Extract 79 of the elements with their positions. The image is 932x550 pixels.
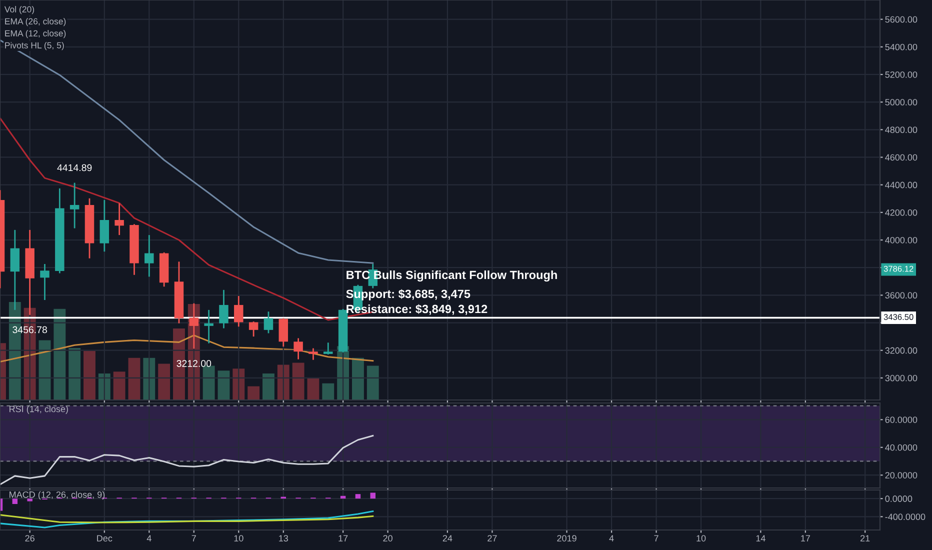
x-tick-label: Dec xyxy=(97,535,112,542)
line-series xyxy=(0,434,374,486)
y-tick-label: 3200.00 xyxy=(885,347,918,354)
chart-title: RSI (14, close) xyxy=(10,406,68,414)
x-tick-label: 10 xyxy=(234,535,244,542)
x-tick-label: 7 xyxy=(654,535,658,542)
bar xyxy=(218,370,230,400)
candlestick xyxy=(278,318,288,348)
candlestick xyxy=(264,310,274,334)
bar xyxy=(248,386,260,400)
bar xyxy=(366,366,379,400)
bar xyxy=(307,377,320,400)
bar xyxy=(113,372,126,400)
candlestick xyxy=(70,182,80,229)
candlestick xyxy=(100,199,110,252)
candlestick xyxy=(234,295,244,328)
x-tick-label: 27 xyxy=(488,535,497,542)
y-tick-label: 5000.00 xyxy=(885,99,918,106)
y-tick-label: 4800.00 xyxy=(885,126,918,134)
bar xyxy=(352,358,364,400)
candlestick xyxy=(219,289,228,329)
y-tick-label: 3000.00 xyxy=(885,374,918,382)
y-tick-label: 3600.00 xyxy=(885,292,918,299)
bar xyxy=(38,340,51,400)
x-tick-label: 17 xyxy=(338,535,348,542)
bar xyxy=(202,366,215,400)
x-tick-label: 13 xyxy=(279,535,288,542)
line-series xyxy=(0,514,374,524)
y-tick-label: 4200.00 xyxy=(885,209,918,216)
candlestick xyxy=(248,320,258,338)
candlestick xyxy=(144,234,154,278)
annotation: EMA (26, close) xyxy=(5,18,66,26)
ref-line-label: 3436.50 xyxy=(884,314,914,320)
x-tick-label: 4 xyxy=(609,535,614,542)
bar xyxy=(54,308,66,400)
candlestick xyxy=(294,338,303,360)
candlestick xyxy=(324,342,333,356)
candlestick xyxy=(114,202,124,236)
bar xyxy=(128,358,140,400)
y-tick-label: 40.0000 xyxy=(885,444,918,451)
y-tick-label: 5400.00 xyxy=(885,44,918,50)
annotation: 3786.12 xyxy=(884,266,914,272)
annotation: 3212.00 xyxy=(176,360,212,367)
x-tick-label: 2019 xyxy=(557,535,576,542)
y-tick-label: -400.0000 xyxy=(885,514,926,520)
line-series xyxy=(0,510,374,528)
y-tick-label: 5200.00 xyxy=(885,71,918,78)
x-tick-label: 10 xyxy=(696,535,706,542)
x-tick-label: 14 xyxy=(756,535,766,542)
bar xyxy=(292,362,304,400)
candlestick xyxy=(40,263,50,301)
x-tick-label: 21 xyxy=(860,535,870,542)
y-tick-label: 4000.00 xyxy=(885,236,918,244)
y-tick-label: 0.0000 xyxy=(885,496,912,502)
y-tick-label: 5600.00 xyxy=(885,16,918,23)
bar xyxy=(322,383,334,400)
line-series xyxy=(0,39,374,264)
annotation: 3456.78 xyxy=(12,326,47,334)
x-tick-label: 20 xyxy=(383,535,392,542)
chart-title: MACD (12, 26, close, 9) xyxy=(10,491,105,500)
y-tick-label: 4600.00 xyxy=(885,154,918,161)
y-tick-label: 4400.00 xyxy=(885,182,918,188)
y-tick-label: 20.0000 xyxy=(885,472,918,478)
annotation: Pivots HL (5, 5) xyxy=(5,42,64,50)
candlestick xyxy=(204,309,214,344)
x-tick-label: 7 xyxy=(192,535,196,542)
x-tick-label: 26 xyxy=(25,535,34,542)
annotation: Vol (20) xyxy=(4,6,34,14)
bar xyxy=(262,374,274,400)
bar xyxy=(68,348,81,400)
candlestick xyxy=(308,348,318,361)
annotation: 4414.89 xyxy=(57,164,92,172)
y-tick-label: 60.0000 xyxy=(885,416,918,423)
annotation: EMA (12, close) xyxy=(5,30,66,38)
bar xyxy=(84,351,96,400)
bar xyxy=(158,364,170,400)
x-tick-label: 24 xyxy=(442,535,452,542)
x-tick-label: 4 xyxy=(146,535,152,542)
x-tick-label: 17 xyxy=(801,535,810,542)
